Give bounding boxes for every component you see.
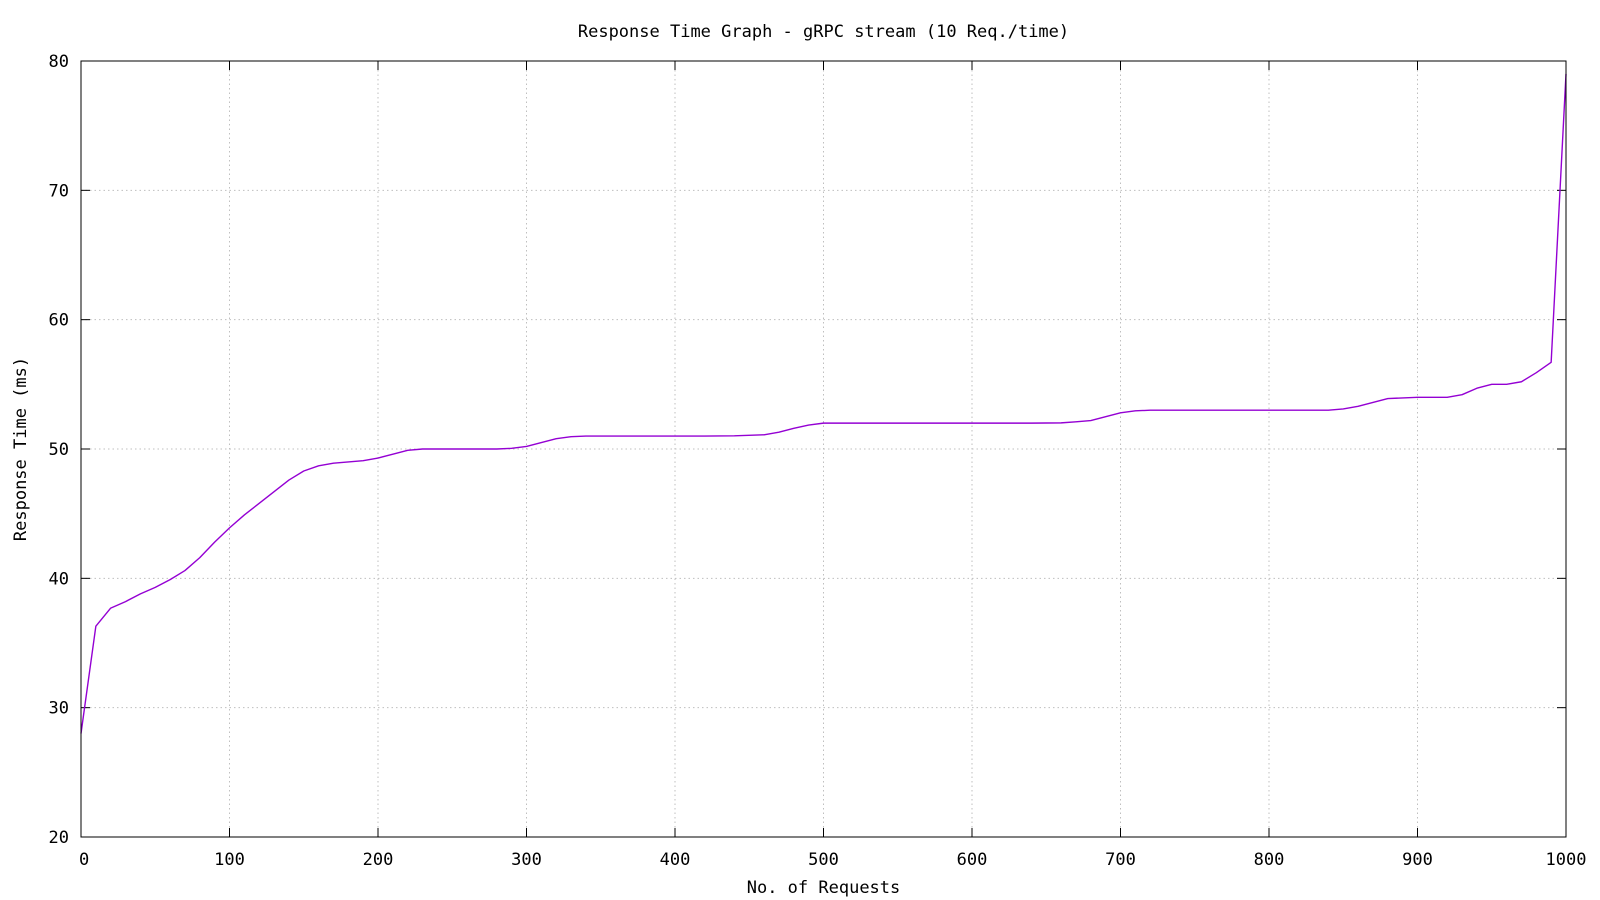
series-line: [80, 73, 1567, 734]
x-axis-title: No. of Requests: [747, 878, 901, 898]
x-tick-label: 100: [214, 850, 245, 870]
x-tick-label: 500: [808, 850, 839, 870]
x-tick-label: 0: [79, 850, 89, 870]
x-tick-label: 700: [1105, 850, 1136, 870]
chart-title: Response Time Graph - gRPC stream (10 Re…: [578, 22, 1069, 42]
grid: [81, 61, 1566, 837]
tick-labels: 0 100 200 300 400 500 600 700 800 900 1000 20 30 40 50…: [49, 52, 1587, 870]
x-tick-label: 200: [363, 850, 394, 870]
y-axis-title: Response Time (ms): [11, 357, 31, 541]
y-tick-label: 40: [49, 569, 69, 589]
plot-border: [80, 60, 1567, 838]
y-tick-label: 30: [49, 699, 69, 719]
x-tick-label: 600: [957, 850, 988, 870]
y-tick-label: 70: [49, 181, 69, 201]
axis-ticks: [80, 60, 1567, 838]
x-tick-label: 800: [1254, 850, 1285, 870]
x-tick-label: 400: [660, 850, 691, 870]
y-tick-label: 20: [49, 828, 69, 848]
y-tick-label: 50: [49, 440, 69, 460]
y-tick-label: 80: [49, 52, 69, 72]
x-tick-label: 900: [1402, 850, 1433, 870]
y-tick-label: 60: [49, 311, 69, 331]
x-tick-label: 1000: [1546, 850, 1587, 870]
series-lines: [80, 73, 1567, 734]
x-tick-label: 300: [511, 850, 542, 870]
